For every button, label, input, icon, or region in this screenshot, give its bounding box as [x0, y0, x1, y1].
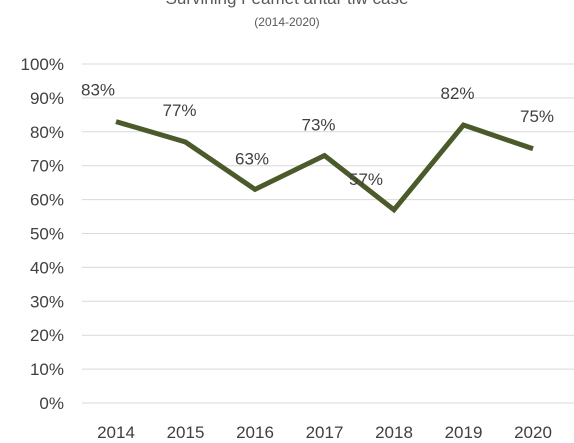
data-label: 77%	[162, 101, 196, 120]
y-tick-label: 70%	[30, 157, 64, 176]
y-tick-label: 50%	[30, 225, 64, 244]
y-tick-label: 30%	[30, 292, 64, 311]
x-tick-label: 2015	[167, 423, 205, 442]
data-labels: 83% 77% 63% 73% 57% 82% 75%	[81, 81, 554, 189]
grid-lines	[82, 63, 574, 404]
y-tick-label: 10%	[30, 360, 64, 379]
x-tick-label: 2016	[236, 423, 274, 442]
x-axis: 2014 2015 2016 2017 2018 2019 2020	[97, 423, 552, 442]
data-label: 73%	[301, 116, 335, 135]
y-tick-label: 0%	[39, 394, 64, 413]
y-tick-label: 40%	[30, 258, 64, 277]
data-label: 83%	[81, 81, 115, 100]
series-line	[115, 119, 534, 214]
chart-title: Survining Feamet antar tiw case	[166, 0, 409, 8]
y-tick-label: 60%	[30, 191, 64, 210]
chart-subtitle: (2014-2020)	[254, 15, 319, 29]
data-label: 82%	[440, 84, 474, 103]
x-tick-label: 2018	[375, 423, 413, 442]
data-label: 57%	[349, 170, 383, 189]
x-tick-label: 2017	[306, 423, 344, 442]
y-tick-label: 90%	[30, 89, 64, 108]
y-axis: 0% 10% 20% 30% 40% 50% 60% 70% 80% 90% 100%	[21, 55, 64, 413]
y-tick-label: 80%	[30, 123, 64, 142]
x-tick-label: 2019	[445, 423, 483, 442]
data-label: 63%	[235, 149, 269, 168]
x-tick-label: 2020	[514, 423, 552, 442]
x-tick-label: 2014	[97, 423, 135, 442]
data-label: 75%	[520, 107, 554, 126]
y-tick-label: 100%	[21, 55, 64, 74]
y-tick-label: 20%	[30, 326, 64, 345]
